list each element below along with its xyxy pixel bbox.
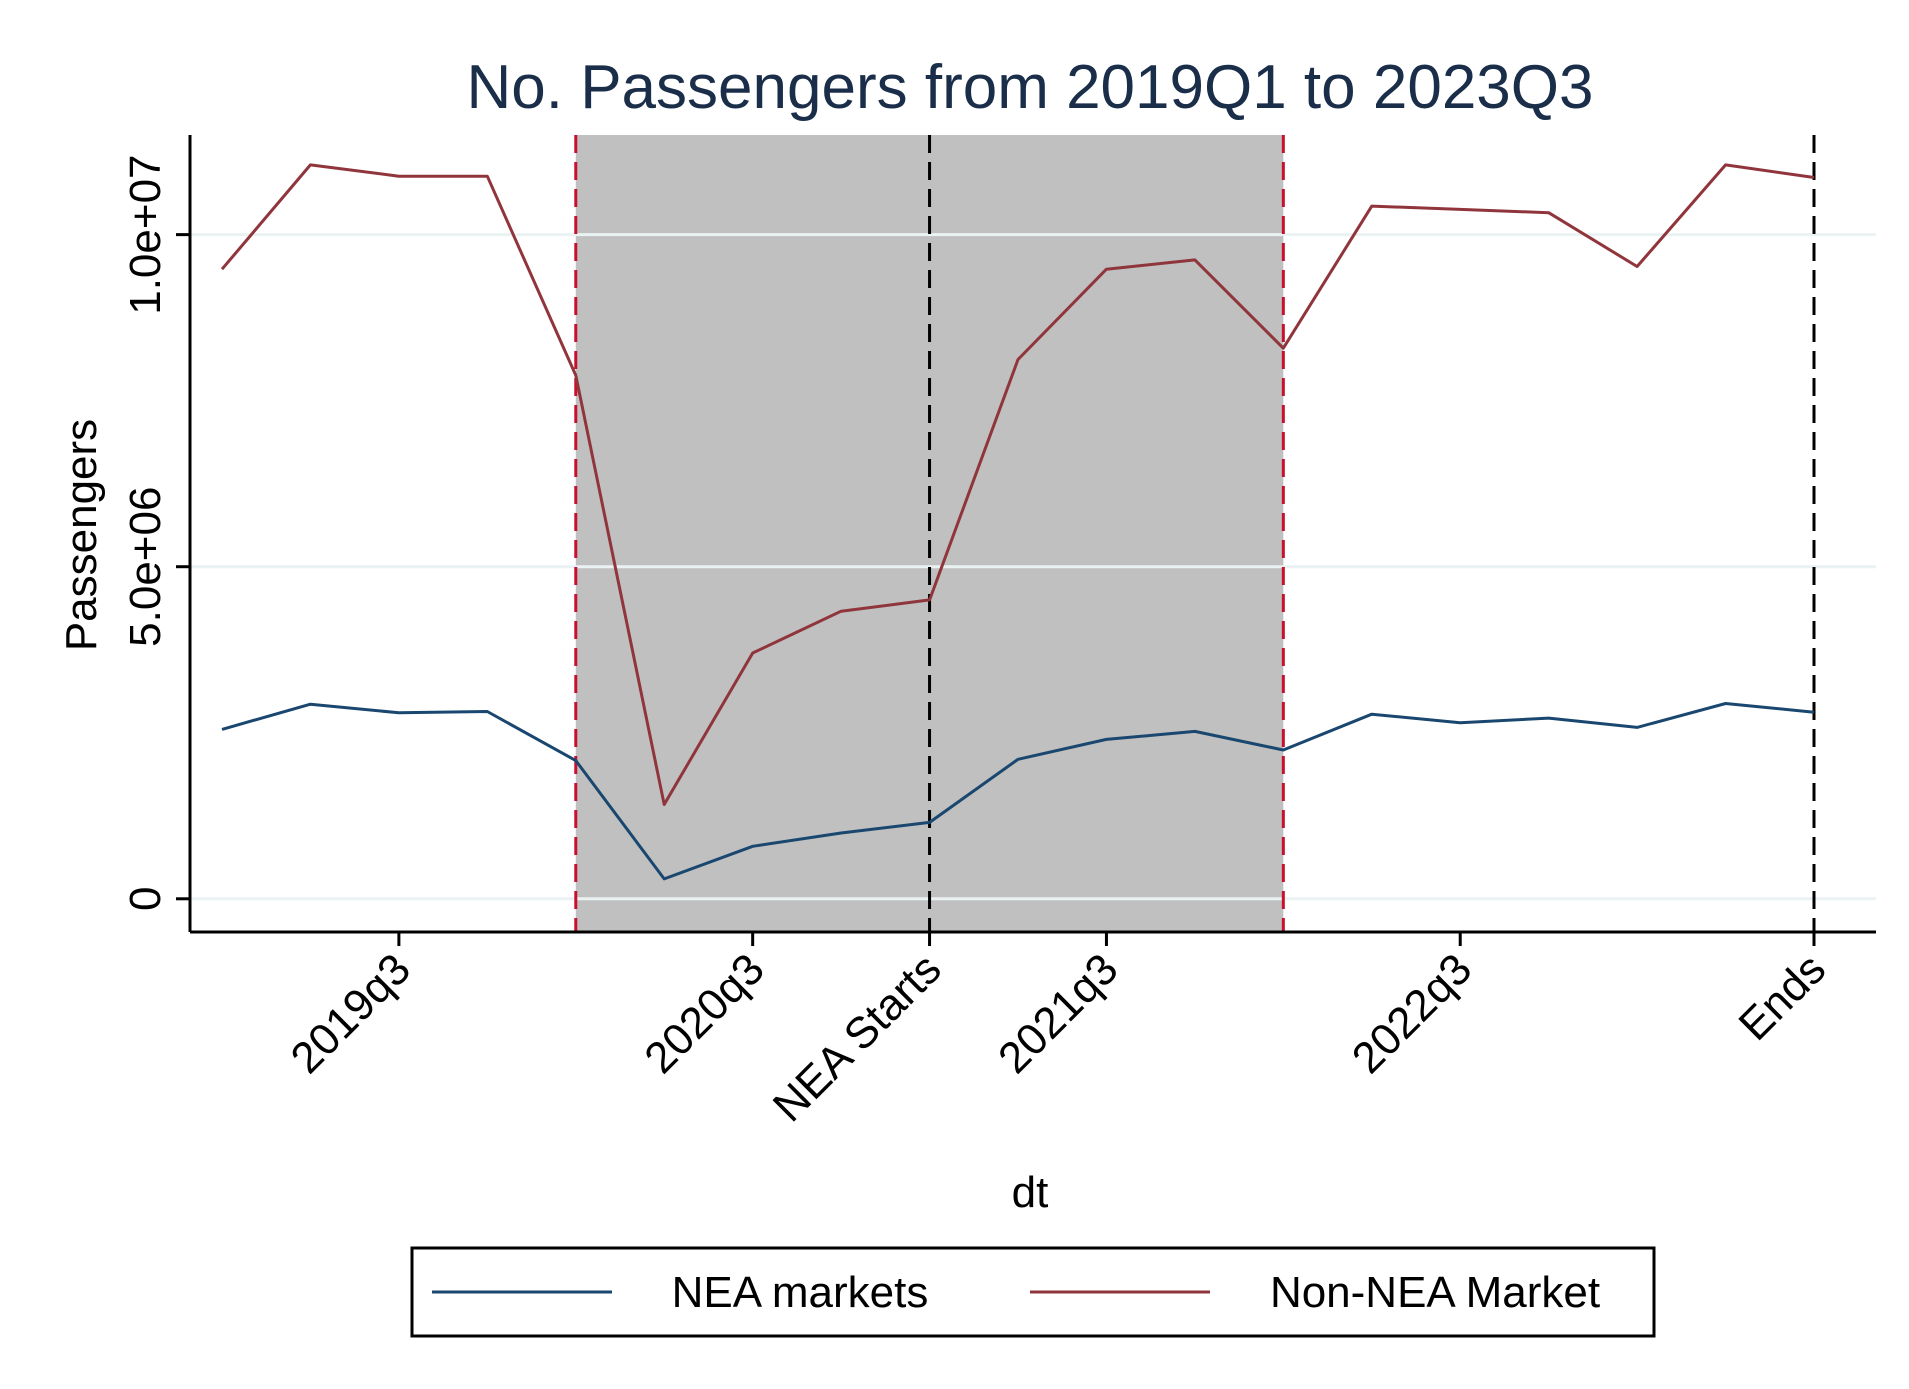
x-tick-label-3: 2021q3 [989,944,1127,1082]
y-tick-label-0: 0 [121,887,170,911]
legend: NEA markets Non-NEA Market [410,1246,1656,1338]
chart-title: No. Passengers from 2019Q1 to 2023Q3 [467,53,1594,122]
x-tick-label-0: 2019q3 [281,944,419,1082]
y-tick-label-1: 5.0e+06 [121,487,170,647]
x-tick-label-4: 2022q3 [1343,944,1481,1082]
x-tick-label-2: NEA Starts [764,944,951,1131]
y-tick-label-2: 1.0e+07 [121,154,170,314]
legend-label-1: Non-NEA Market [1270,1268,1600,1317]
series-line-0 [221,702,1815,881]
x-tick-label-1: 2020q3 [635,944,773,1082]
x-tick-label-5: Ends [1730,944,1836,1050]
series-line-1 [220,163,1815,806]
x-axis-label: dt [1012,1168,1049,1217]
legend-label-0: NEA markets [672,1268,929,1317]
y-axis-label: Passengers [57,419,106,651]
